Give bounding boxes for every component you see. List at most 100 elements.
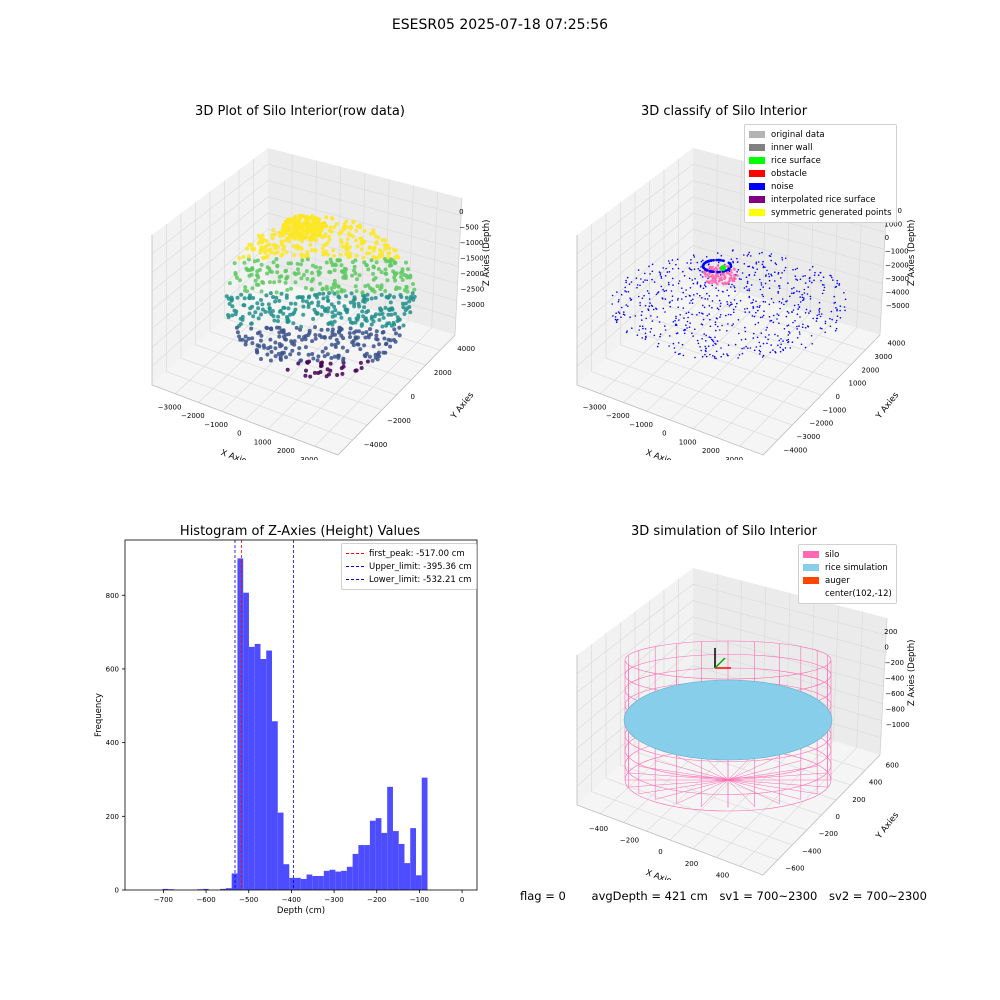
noise-point xyxy=(641,297,644,299)
noise-point xyxy=(639,304,641,307)
noise-point xyxy=(644,328,647,330)
x-tick-label: −1000 xyxy=(629,421,653,429)
scatter-point xyxy=(295,243,300,248)
z-tick-label: 0 xyxy=(459,208,463,216)
noise-point xyxy=(616,318,619,321)
scatter-point xyxy=(259,298,263,302)
noise-point xyxy=(823,284,825,286)
legend-item-rice-surface: rice surface xyxy=(749,154,892,167)
silo-floor-line xyxy=(727,779,780,805)
noise-point xyxy=(750,255,752,257)
noise-point xyxy=(688,326,691,328)
noise-point xyxy=(831,318,833,321)
noise-point xyxy=(638,329,640,331)
noise-point xyxy=(722,353,725,355)
noise-point xyxy=(770,259,772,262)
scatter-point xyxy=(311,317,316,321)
histogram-bar xyxy=(312,876,319,890)
histogram-bar xyxy=(381,832,388,890)
scatter-point xyxy=(304,299,309,304)
noise-point xyxy=(637,295,640,298)
noise-point xyxy=(762,300,765,303)
scatter-point xyxy=(355,335,360,340)
scatter-point xyxy=(293,214,298,219)
noise-point xyxy=(757,309,759,312)
z-tick-label: −1000 xyxy=(460,239,484,247)
scatter-point xyxy=(332,225,337,230)
noise-point xyxy=(780,338,782,340)
scatter-point xyxy=(317,217,322,222)
scatter-point xyxy=(301,273,306,277)
noise-point xyxy=(794,275,797,277)
scatter-point xyxy=(358,360,363,365)
noise-point xyxy=(801,326,804,328)
noise-point xyxy=(645,336,647,339)
noise-point xyxy=(777,292,779,294)
scatter-point xyxy=(349,291,354,296)
noise-point xyxy=(809,310,812,312)
noise-point xyxy=(641,319,643,321)
simulation-3d-plot: −400 −200 0 200 400 600 X Axies −600 −400 −200 0 20… xyxy=(576,568,917,880)
noise-point xyxy=(659,333,662,335)
scatter-point xyxy=(300,337,304,342)
noise-point xyxy=(700,260,703,263)
noise-point xyxy=(653,334,656,337)
histogram-bar xyxy=(277,812,284,890)
x-tick-label: 0 xyxy=(237,430,241,438)
scatter-point xyxy=(371,228,376,233)
interpolated-point xyxy=(728,277,731,280)
scatter-point xyxy=(383,242,387,247)
noise-point xyxy=(691,332,693,335)
scatter-point xyxy=(257,330,262,335)
scatter-point xyxy=(342,226,347,231)
noise-point xyxy=(616,321,618,323)
noise-point xyxy=(623,311,625,313)
scatter-point xyxy=(238,278,242,283)
scatter-point xyxy=(386,251,391,256)
noise-point xyxy=(718,299,721,302)
noise-point xyxy=(694,278,696,280)
noise-point xyxy=(726,303,729,305)
noise-point xyxy=(636,284,639,286)
noise-point xyxy=(792,292,795,295)
histogram-bar xyxy=(329,869,336,890)
noise-point xyxy=(781,298,784,300)
histogram-bar xyxy=(237,558,244,890)
interpolated-point xyxy=(732,278,736,282)
noise-point xyxy=(813,279,815,282)
noise-point xyxy=(818,307,821,310)
scatter-point xyxy=(337,330,341,335)
scatter-point xyxy=(249,272,254,277)
noise-point xyxy=(768,303,771,306)
x-tick-label: −2000 xyxy=(606,412,630,420)
noise-point xyxy=(808,312,810,314)
grid-line xyxy=(209,331,397,396)
noise-point xyxy=(622,313,625,316)
silo-floor-line xyxy=(628,772,729,781)
scatter-point xyxy=(266,248,271,253)
scatter-point xyxy=(385,278,390,283)
noise-point xyxy=(792,321,794,324)
scatter-point xyxy=(269,349,274,354)
scatter-point xyxy=(290,348,295,353)
scatter-point xyxy=(245,246,249,251)
noise-point xyxy=(753,315,756,318)
scatter-point xyxy=(330,314,335,319)
scatter-point xyxy=(323,308,328,313)
scatter-point xyxy=(341,356,346,361)
noise-point xyxy=(701,312,703,314)
histogram-bar xyxy=(410,828,416,890)
noise-point xyxy=(709,318,711,321)
noise-point xyxy=(705,347,707,350)
interpolated-point xyxy=(733,276,736,279)
noise-point xyxy=(625,279,627,282)
noise-point xyxy=(704,298,706,300)
noise-point xyxy=(781,256,783,259)
scatter-point xyxy=(354,329,359,334)
scatter-point xyxy=(249,242,254,247)
y-tick-label: −4000 xyxy=(784,446,808,454)
noise-point xyxy=(700,266,702,268)
scatter-point xyxy=(260,307,265,312)
scatter-point xyxy=(392,255,397,260)
scatter-point xyxy=(360,331,365,336)
